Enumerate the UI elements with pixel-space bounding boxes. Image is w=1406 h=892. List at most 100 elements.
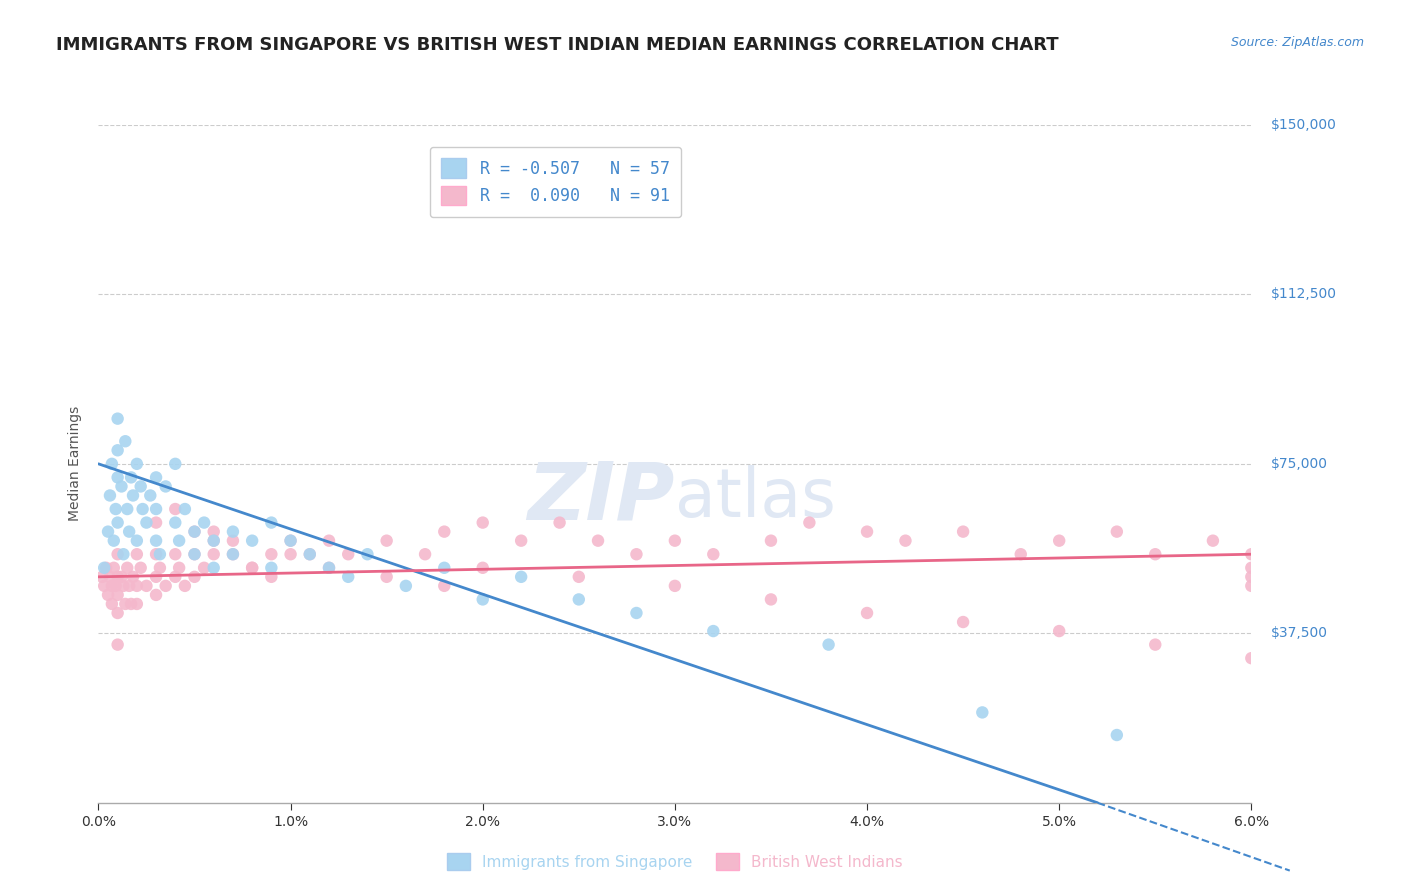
Point: [280, 533, 302, 548]
Point: [101, 579, 124, 593]
Point: [510, 533, 533, 548]
Point: [240, 561, 263, 575]
Point: [759, 592, 782, 607]
Point: [97, 588, 120, 602]
Point: [107, 547, 129, 561]
Point: [1240, 651, 1263, 665]
Point: [510, 570, 533, 584]
Point: [145, 547, 167, 561]
Point: [103, 533, 125, 548]
Point: [98, 570, 121, 584]
Point: [375, 570, 398, 584]
Point: [548, 516, 571, 530]
Point: [222, 533, 245, 548]
Point: [149, 561, 172, 575]
Point: [471, 516, 494, 530]
Point: [817, 638, 839, 652]
Point: [702, 624, 724, 638]
Point: [122, 570, 145, 584]
Point: [894, 533, 917, 548]
Point: [664, 579, 686, 593]
Point: [118, 579, 141, 593]
Point: [337, 547, 360, 561]
Point: [145, 470, 167, 484]
Point: [93, 561, 115, 575]
Point: [280, 533, 302, 548]
Point: [1202, 533, 1225, 548]
Point: [222, 547, 245, 561]
Point: [118, 524, 141, 539]
Point: [568, 592, 591, 607]
Point: [98, 488, 121, 502]
Point: [167, 561, 190, 575]
Point: [664, 533, 686, 548]
Point: [104, 579, 127, 593]
Point: [1010, 547, 1032, 561]
Text: Source: ZipAtlas.com: Source: ZipAtlas.com: [1230, 36, 1364, 49]
Text: $37,500: $37,500: [1271, 626, 1327, 640]
Point: [202, 561, 225, 575]
Point: [112, 547, 135, 561]
Point: [107, 443, 129, 458]
Point: [107, 411, 129, 425]
Point: [125, 547, 148, 561]
Point: [1144, 638, 1167, 652]
Point: [260, 570, 283, 584]
Point: [114, 597, 136, 611]
Point: [145, 516, 167, 530]
Point: [240, 561, 263, 575]
Point: [91, 570, 114, 584]
Point: [139, 488, 162, 502]
Point: [165, 502, 187, 516]
Point: [1240, 561, 1263, 575]
Point: [260, 516, 283, 530]
Point: [318, 561, 340, 575]
Point: [1240, 547, 1263, 561]
Point: [110, 479, 132, 493]
Point: [174, 579, 197, 593]
Point: [856, 606, 879, 620]
Point: [165, 516, 187, 530]
Point: [155, 479, 177, 493]
Point: [94, 561, 117, 575]
Point: [107, 588, 129, 602]
Point: [112, 579, 135, 593]
Point: [120, 470, 142, 484]
Point: [337, 570, 360, 584]
Point: [145, 570, 167, 584]
Point: [471, 592, 494, 607]
Text: IMMIGRANTS FROM SINGAPORE VS BRITISH WEST INDIAN MEDIAN EARNINGS CORRELATION CHA: IMMIGRANTS FROM SINGAPORE VS BRITISH WES…: [56, 36, 1059, 54]
Point: [165, 457, 187, 471]
Y-axis label: Median Earnings: Median Earnings: [69, 406, 83, 522]
Point: [202, 524, 225, 539]
Legend: Immigrants from Singapore, British West Indians: Immigrants from Singapore, British West …: [441, 847, 908, 877]
Point: [952, 524, 974, 539]
Point: [183, 547, 205, 561]
Point: [149, 547, 172, 561]
Point: [1144, 547, 1167, 561]
Point: [318, 533, 340, 548]
Point: [260, 547, 283, 561]
Point: [1240, 570, 1263, 584]
Point: [107, 470, 129, 484]
Point: [103, 561, 125, 575]
Point: [167, 533, 190, 548]
Point: [799, 516, 821, 530]
Point: [1105, 524, 1128, 539]
Text: $75,000: $75,000: [1271, 457, 1327, 471]
Point: [471, 561, 494, 575]
Point: [107, 638, 129, 652]
Point: [375, 533, 398, 548]
Point: [122, 488, 145, 502]
Point: [413, 547, 436, 561]
Point: [104, 502, 127, 516]
Point: [97, 524, 120, 539]
Point: [135, 579, 157, 593]
Point: [107, 606, 129, 620]
Point: [856, 524, 879, 539]
Point: [183, 570, 205, 584]
Point: [626, 547, 648, 561]
Point: [129, 479, 152, 493]
Point: [117, 502, 139, 516]
Point: [107, 570, 129, 584]
